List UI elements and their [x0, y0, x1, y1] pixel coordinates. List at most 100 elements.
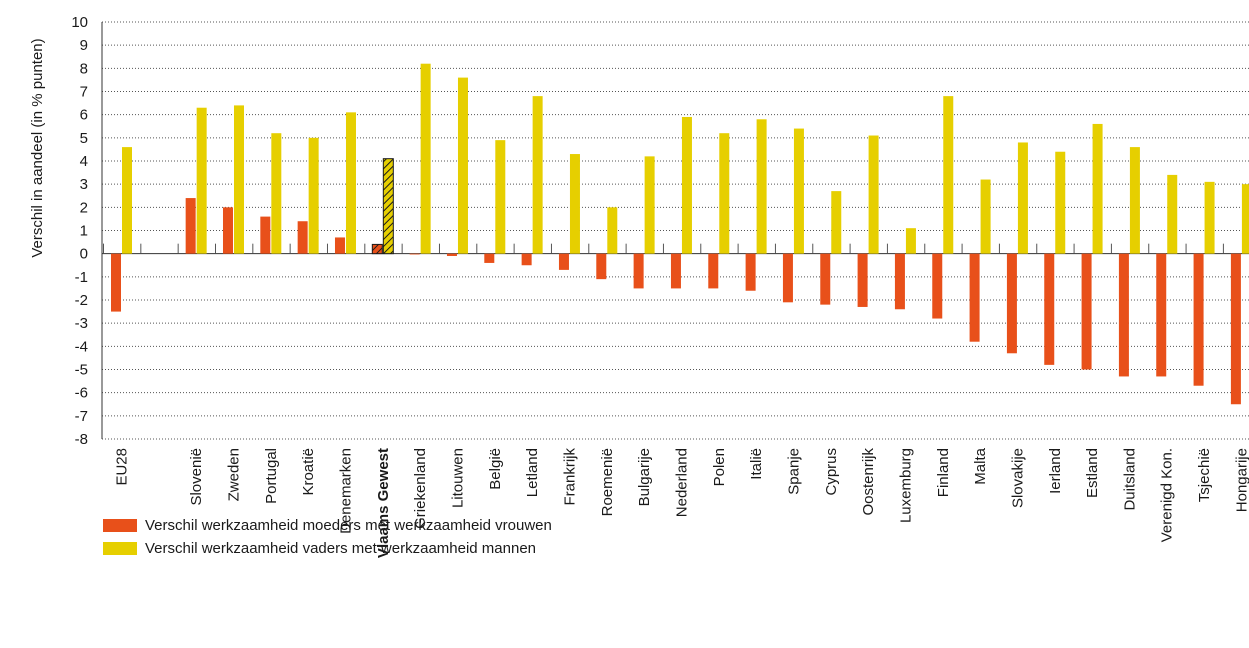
bar-fathers-25	[1017, 142, 1028, 254]
y-tick-label: 4	[80, 153, 88, 170]
y-tick-label: 1	[80, 223, 88, 240]
x-tick-label: Portugal	[263, 448, 280, 504]
bar-fathers-8	[382, 158, 394, 255]
x-tick-label: Zweden	[225, 448, 242, 501]
legend-swatch-fathers	[103, 542, 137, 555]
y-tick-label: 6	[80, 107, 88, 124]
x-tick-label: Letland	[524, 448, 541, 497]
legend-label-fathers: Verschil werkzaamheid vaders met werkzaa…	[145, 540, 537, 557]
bar-mothers-14	[596, 253, 607, 280]
bar-mothers-29	[1156, 253, 1167, 377]
x-tick-label: Luxemburg	[897, 448, 914, 523]
x-tick-label: Nederland	[673, 448, 690, 517]
bar-mothers-17	[708, 253, 719, 289]
bar-fathers-26	[1055, 151, 1066, 254]
bar-mothers-18	[745, 253, 756, 291]
bar-fathers-15	[644, 156, 655, 254]
x-tick-label: Litouwen	[449, 448, 466, 508]
y-tick-label: -6	[75, 385, 88, 402]
y-tick-label: 9	[80, 37, 88, 54]
bar-fathers-24	[980, 179, 991, 254]
bar-fathers-22	[905, 228, 916, 254]
bar-fathers-9	[420, 63, 431, 254]
bar-mothers-27	[1081, 253, 1092, 370]
x-tick-label: Cyprus	[823, 448, 840, 496]
x-tick-label: Oostenrijk	[860, 448, 877, 516]
bar-mothers-16	[670, 253, 681, 289]
bar-fathers-13	[569, 154, 580, 254]
legend-label-mothers: Verschil werkzaamheid moeders met werkza…	[145, 517, 552, 534]
bar-fathers-30	[1204, 181, 1215, 254]
x-tick-label: Bulgarije	[636, 448, 653, 506]
bar-mothers-28	[1118, 253, 1129, 377]
x-tick-label: Tsjechië	[1196, 448, 1213, 502]
y-tick-label: -8	[75, 431, 88, 448]
y-axis-label: Verschil in aandeel (in % punten)	[29, 38, 46, 257]
bar-mothers-11	[484, 253, 495, 263]
x-tick-label: Malta	[972, 447, 989, 484]
bar-fathers-6	[308, 137, 319, 254]
legend-item-fathers: Verschil werkzaamheid vaders met werkzaa…	[103, 537, 552, 560]
x-axis-labels: EU28 Slovenië Zweden Portugal Kroatië Denemar…	[114, 447, 1249, 558]
bar-mothers-26	[1044, 253, 1055, 365]
bar-fathers-21	[868, 135, 879, 254]
bar-fathers-7	[345, 112, 356, 254]
bar-mothers-15	[633, 253, 644, 289]
bars	[111, 63, 1249, 405]
x-tick-label: Polen	[711, 448, 728, 486]
bar-fathers-31	[1241, 184, 1249, 254]
x-tick-label: Hongarije	[1233, 448, 1249, 512]
bar-fathers-19	[793, 128, 804, 254]
bar-mothers-8	[371, 243, 383, 255]
bar-fathers-3	[196, 107, 207, 254]
x-tick-label: Finland	[935, 448, 952, 497]
bar-fathers-14	[607, 207, 618, 254]
legend-swatch-mothers	[103, 519, 137, 532]
x-tick-label: Vlaams Gewest	[375, 448, 392, 558]
y-tick-label: 3	[80, 176, 88, 193]
x-tick-label: België	[487, 448, 504, 490]
x-tick-label: Estland	[1084, 448, 1101, 498]
x-tick-label: Italië	[748, 448, 765, 480]
bar-fathers-4	[233, 105, 244, 254]
x-tick-label: Frankrijk	[561, 448, 578, 506]
y-tick-label: -4	[75, 338, 88, 355]
x-tick-label: Ierland	[1047, 448, 1064, 494]
x-tick-label: Verenigd Kon.	[1159, 448, 1176, 542]
bar-mothers-19	[782, 253, 793, 303]
y-tick-label: 10	[71, 14, 88, 31]
y-tick-label: -3	[75, 315, 88, 332]
bar-mothers-3	[185, 198, 196, 254]
bar-mothers-24	[969, 253, 980, 342]
bar-fathers-1	[122, 147, 132, 254]
bar-fathers-11	[495, 140, 506, 254]
x-tick-label: EU28	[114, 448, 131, 486]
bar-mothers-10	[446, 253, 457, 256]
bar-mothers-31	[1230, 253, 1241, 405]
bar-mothers-9	[409, 253, 420, 255]
bar-mothers-21	[857, 253, 868, 307]
bar-mothers-4	[222, 207, 233, 254]
legend: Verschil werkzaamheid moeders met werkza…	[103, 514, 552, 560]
x-tick-label: Duitsland	[1121, 448, 1138, 511]
bar-mothers-12	[521, 253, 532, 266]
y-tick-label: -1	[75, 269, 88, 286]
y-tick-label: -5	[75, 362, 88, 379]
bar-mothers-5	[260, 216, 271, 254]
bar-fathers-18	[756, 119, 767, 254]
bar-mothers-7	[334, 237, 345, 254]
x-tick-label: Spanje	[785, 448, 802, 495]
bar-fathers-20	[831, 191, 842, 254]
bar-mothers-1	[111, 253, 121, 312]
bar-mothers-23	[932, 253, 943, 319]
x-tick-label: Griekenland	[412, 448, 429, 529]
y-tick-label: 5	[80, 130, 88, 147]
y-tick-label: 8	[80, 60, 88, 77]
bar-mothers-20	[820, 253, 831, 305]
bar-fathers-27	[1092, 123, 1103, 254]
y-tick-label: 2	[80, 199, 88, 216]
x-tick-label: Slovakije	[1009, 448, 1026, 508]
bar-fathers-10	[457, 77, 468, 254]
